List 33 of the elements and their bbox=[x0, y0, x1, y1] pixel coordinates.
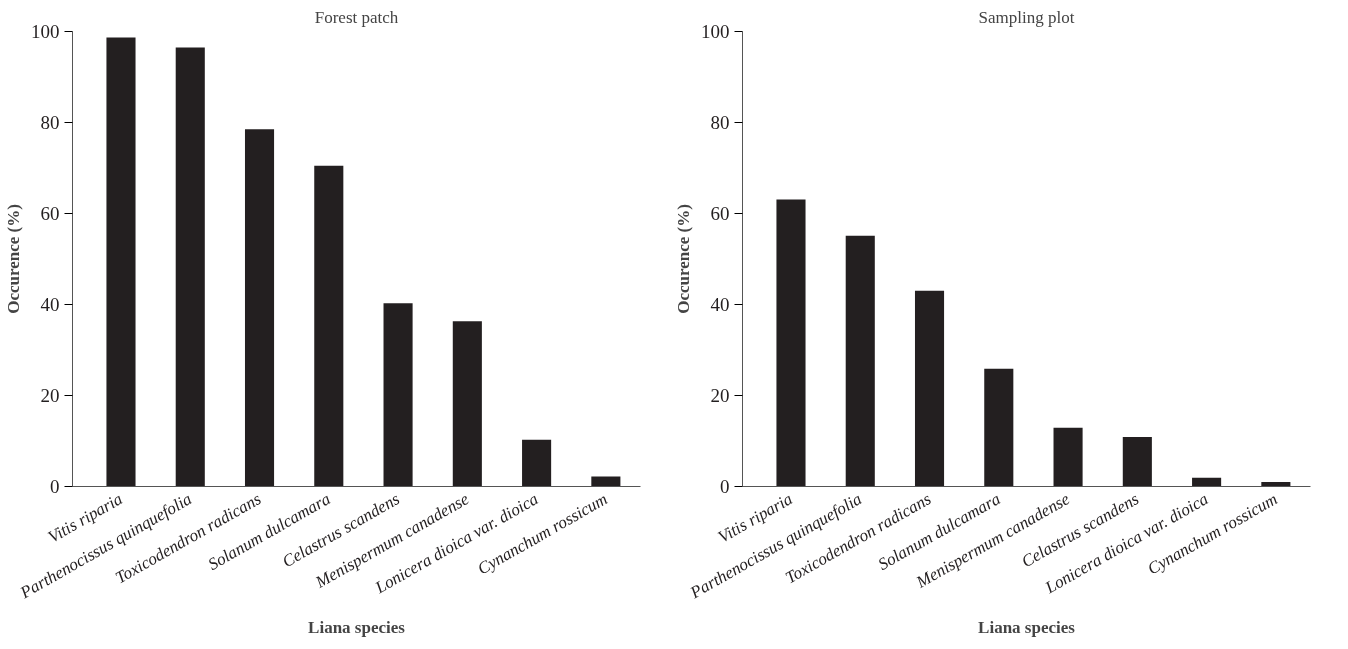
chart-title: Sampling plot bbox=[978, 7, 1075, 27]
bar bbox=[845, 235, 875, 487]
bar bbox=[522, 439, 552, 487]
bar bbox=[314, 165, 344, 487]
y-tick-label: 40 bbox=[40, 294, 60, 315]
x-axis-title: Liana species bbox=[978, 618, 1076, 638]
y-tick-label: 40 bbox=[710, 294, 730, 315]
x-axis-title: Liana species bbox=[308, 618, 406, 638]
chart-title: Forest patch bbox=[314, 7, 399, 27]
bar bbox=[452, 321, 482, 487]
bar bbox=[914, 290, 945, 487]
bar bbox=[1192, 477, 1222, 487]
bar bbox=[106, 37, 136, 487]
y-tick-label: 60 bbox=[40, 203, 60, 224]
bar bbox=[1122, 436, 1152, 487]
bar bbox=[984, 368, 1014, 487]
y-tick-label: 100 bbox=[701, 21, 730, 42]
y-axis-title: Occurence (%) bbox=[674, 204, 693, 314]
y-tick-label: 100 bbox=[31, 21, 60, 42]
bar bbox=[383, 303, 413, 487]
y-tick-label: 60 bbox=[710, 203, 730, 224]
bar bbox=[1053, 427, 1083, 487]
y-tick-label: 20 bbox=[710, 385, 730, 406]
y-tick-label: 80 bbox=[710, 112, 730, 133]
bar bbox=[175, 47, 205, 487]
bar bbox=[591, 476, 621, 487]
y-tick-label: 20 bbox=[40, 385, 60, 406]
bar bbox=[244, 129, 275, 487]
y-tick-label: 0 bbox=[720, 476, 730, 497]
y-tick-label: 0 bbox=[50, 476, 60, 497]
y-axis-title: Occurence (%) bbox=[4, 204, 23, 314]
bar bbox=[776, 199, 806, 487]
y-tick-label: 80 bbox=[40, 112, 60, 133]
